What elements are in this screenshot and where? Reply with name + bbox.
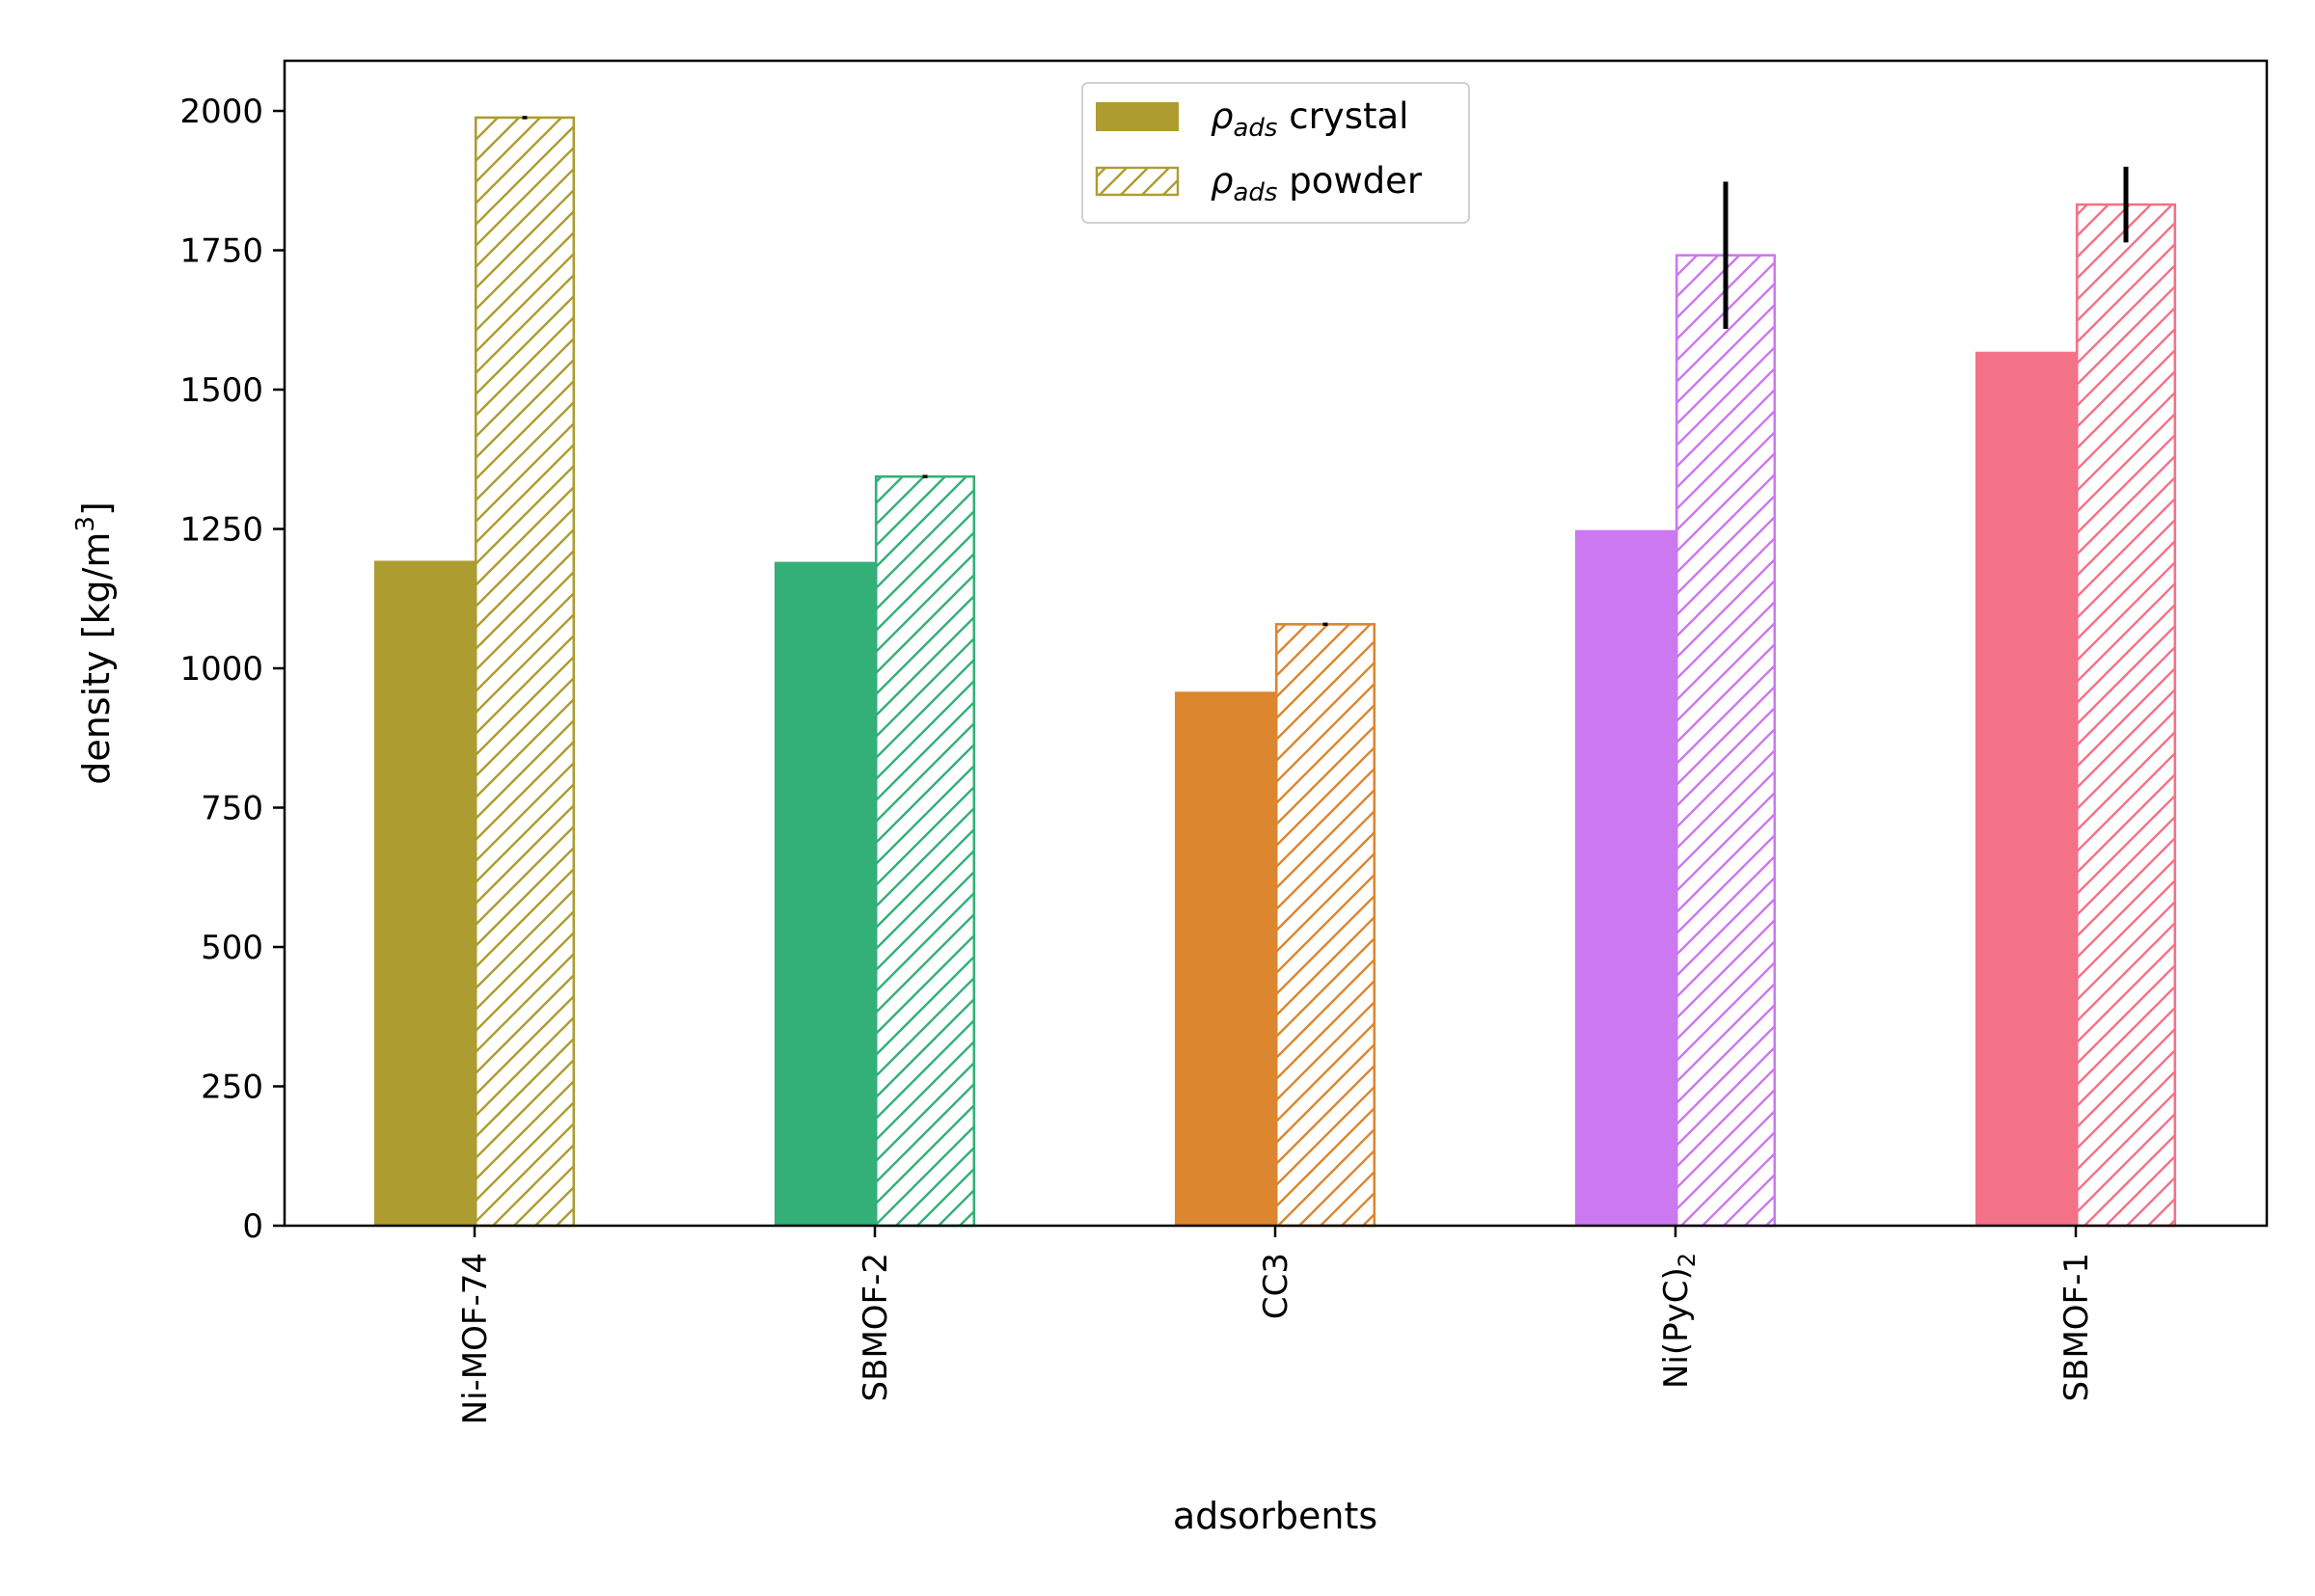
bar-CC3-crystal xyxy=(1175,691,1275,1226)
y-tick-label-1000: 1000 xyxy=(179,650,263,689)
y-tick-label-0: 0 xyxy=(242,1207,263,1246)
legend: ρads crystal ρads powder xyxy=(1081,82,1470,224)
bar-Ni-MOF-74-crystal xyxy=(374,560,475,1226)
y-axis-title-end: ] xyxy=(75,501,118,516)
y-tick-label-750: 750 xyxy=(201,790,263,828)
y-axis-title: density [kg/m3] xyxy=(71,501,118,785)
y-axis-title-sup: 3 xyxy=(71,516,100,532)
x-tick-label-CC3: CC3 xyxy=(1257,1253,1295,1319)
x-tick-label-SBMOF-1: SBMOF-1 xyxy=(2057,1253,2096,1401)
bar-CC3-powder xyxy=(1274,623,1376,1228)
bar-Ni(PyC)2-crystal xyxy=(1575,529,1675,1226)
bar-SBMOF-2-powder xyxy=(874,474,976,1228)
y-tick-label-1250: 1250 xyxy=(179,511,263,550)
x-axis: Ni-MOF-74 SBMOF-2 CC3 Ni(PyC)2 SBMOF-1 xyxy=(456,1226,2096,1424)
x-tick-label-Ni-MOF-74: Ni-MOF-74 xyxy=(456,1253,495,1424)
bar-SBMOF-2-crystal xyxy=(775,561,875,1226)
x-axis-title: adsorbents xyxy=(1173,1495,1377,1537)
legend-label-powder: ρads powder xyxy=(1211,160,1423,207)
bar-Ni(PyC)2-powder xyxy=(1675,254,1777,1228)
y-tick-label-500: 500 xyxy=(201,929,263,967)
error-bars-layer xyxy=(522,116,2129,627)
bar-SBMOF-1-crystal xyxy=(1975,351,2076,1226)
legend-swatch-powder xyxy=(1095,166,1180,197)
legend-entries: ρads crystal ρads powder xyxy=(1095,95,1423,207)
bars-layer xyxy=(374,116,2177,1228)
y-tick-label-250: 250 xyxy=(201,1069,263,1107)
x-tick-label-SBMOF-2: SBMOF-2 xyxy=(857,1253,895,1401)
bar-Ni-MOF-74-powder xyxy=(474,116,576,1228)
y-axis-title-main: density [kg/m xyxy=(75,532,118,785)
y-tick-label-1500: 1500 xyxy=(179,371,263,410)
y-tick-label-1750: 1750 xyxy=(179,232,263,271)
bar-SBMOF-1-powder xyxy=(2075,203,2177,1228)
x-tick-label-Ni(PyC)2: Ni(PyC)2 xyxy=(1657,1253,1701,1389)
y-tick-label-2000: 2000 xyxy=(179,93,263,131)
legend-frame xyxy=(1081,82,1470,224)
legend-label-crystal: ρads crystal xyxy=(1211,95,1408,143)
legend-swatch-crystal xyxy=(1096,102,1179,131)
y-axis: 0 250 500 750 1000 1250 1500 1750 2000 xyxy=(179,93,285,1246)
